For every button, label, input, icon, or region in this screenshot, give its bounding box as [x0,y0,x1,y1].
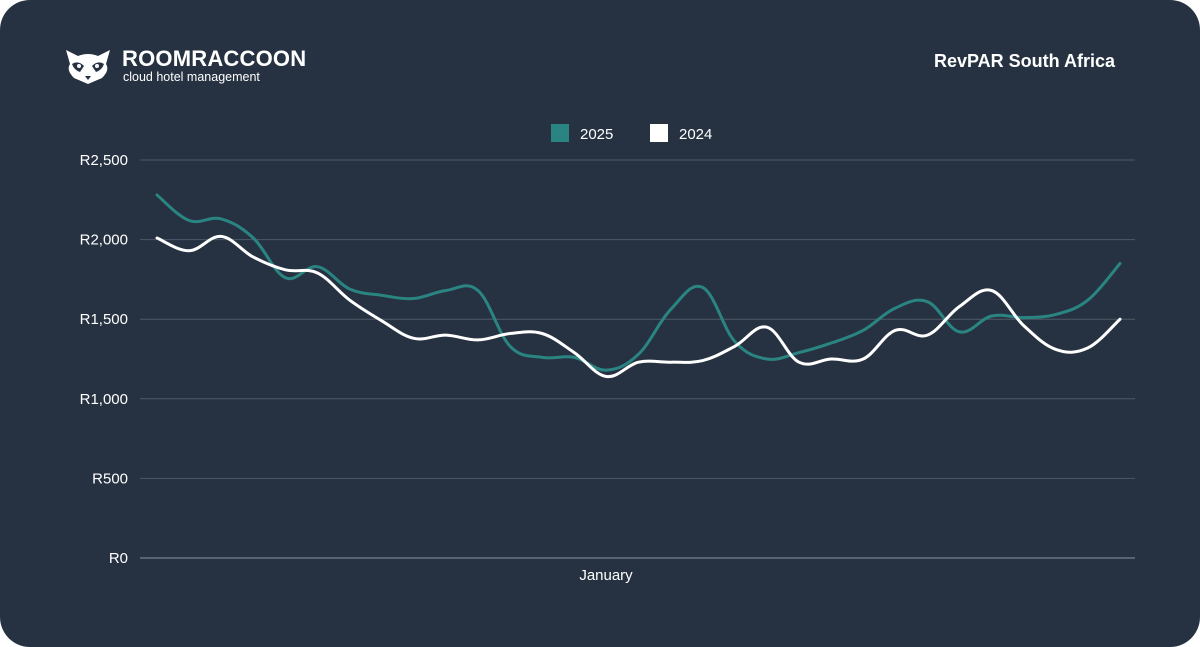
legend-label-2025: 2025 [580,126,613,143]
y-tick-label: R1,000 [80,391,128,408]
brand-name: ROOMRACCOON [122,46,307,71]
series-line-2024 [155,234,1122,379]
raccoon-logo-icon [66,50,110,84]
y-axis-ticks: R0 R500 R1,000 R1,500 R2,000 R2,500 [80,152,128,567]
y-tick-label: R1,500 [80,311,128,328]
brand-logo: ROOMRACCOON cloud hotel management [64,46,324,86]
series-line-2025 [155,193,1122,372]
series-lines [155,193,1122,379]
legend-swatch-2025 [551,124,569,142]
grid-lines [140,159,1135,559]
legend-label-2024: 2024 [679,126,712,143]
x-axis-label: January [579,567,633,584]
brand-tagline: cloud hotel management [123,70,260,84]
y-tick-label: R2,500 [80,152,128,169]
legend-swatch-2024 [650,124,668,142]
y-tick-label: R2,000 [80,232,128,249]
chart-title: RevPAR South Africa [933,51,1115,71]
y-tick-label: R0 [109,550,128,567]
legend: 2025 2024 [551,124,712,143]
y-tick-label: R500 [92,470,128,487]
